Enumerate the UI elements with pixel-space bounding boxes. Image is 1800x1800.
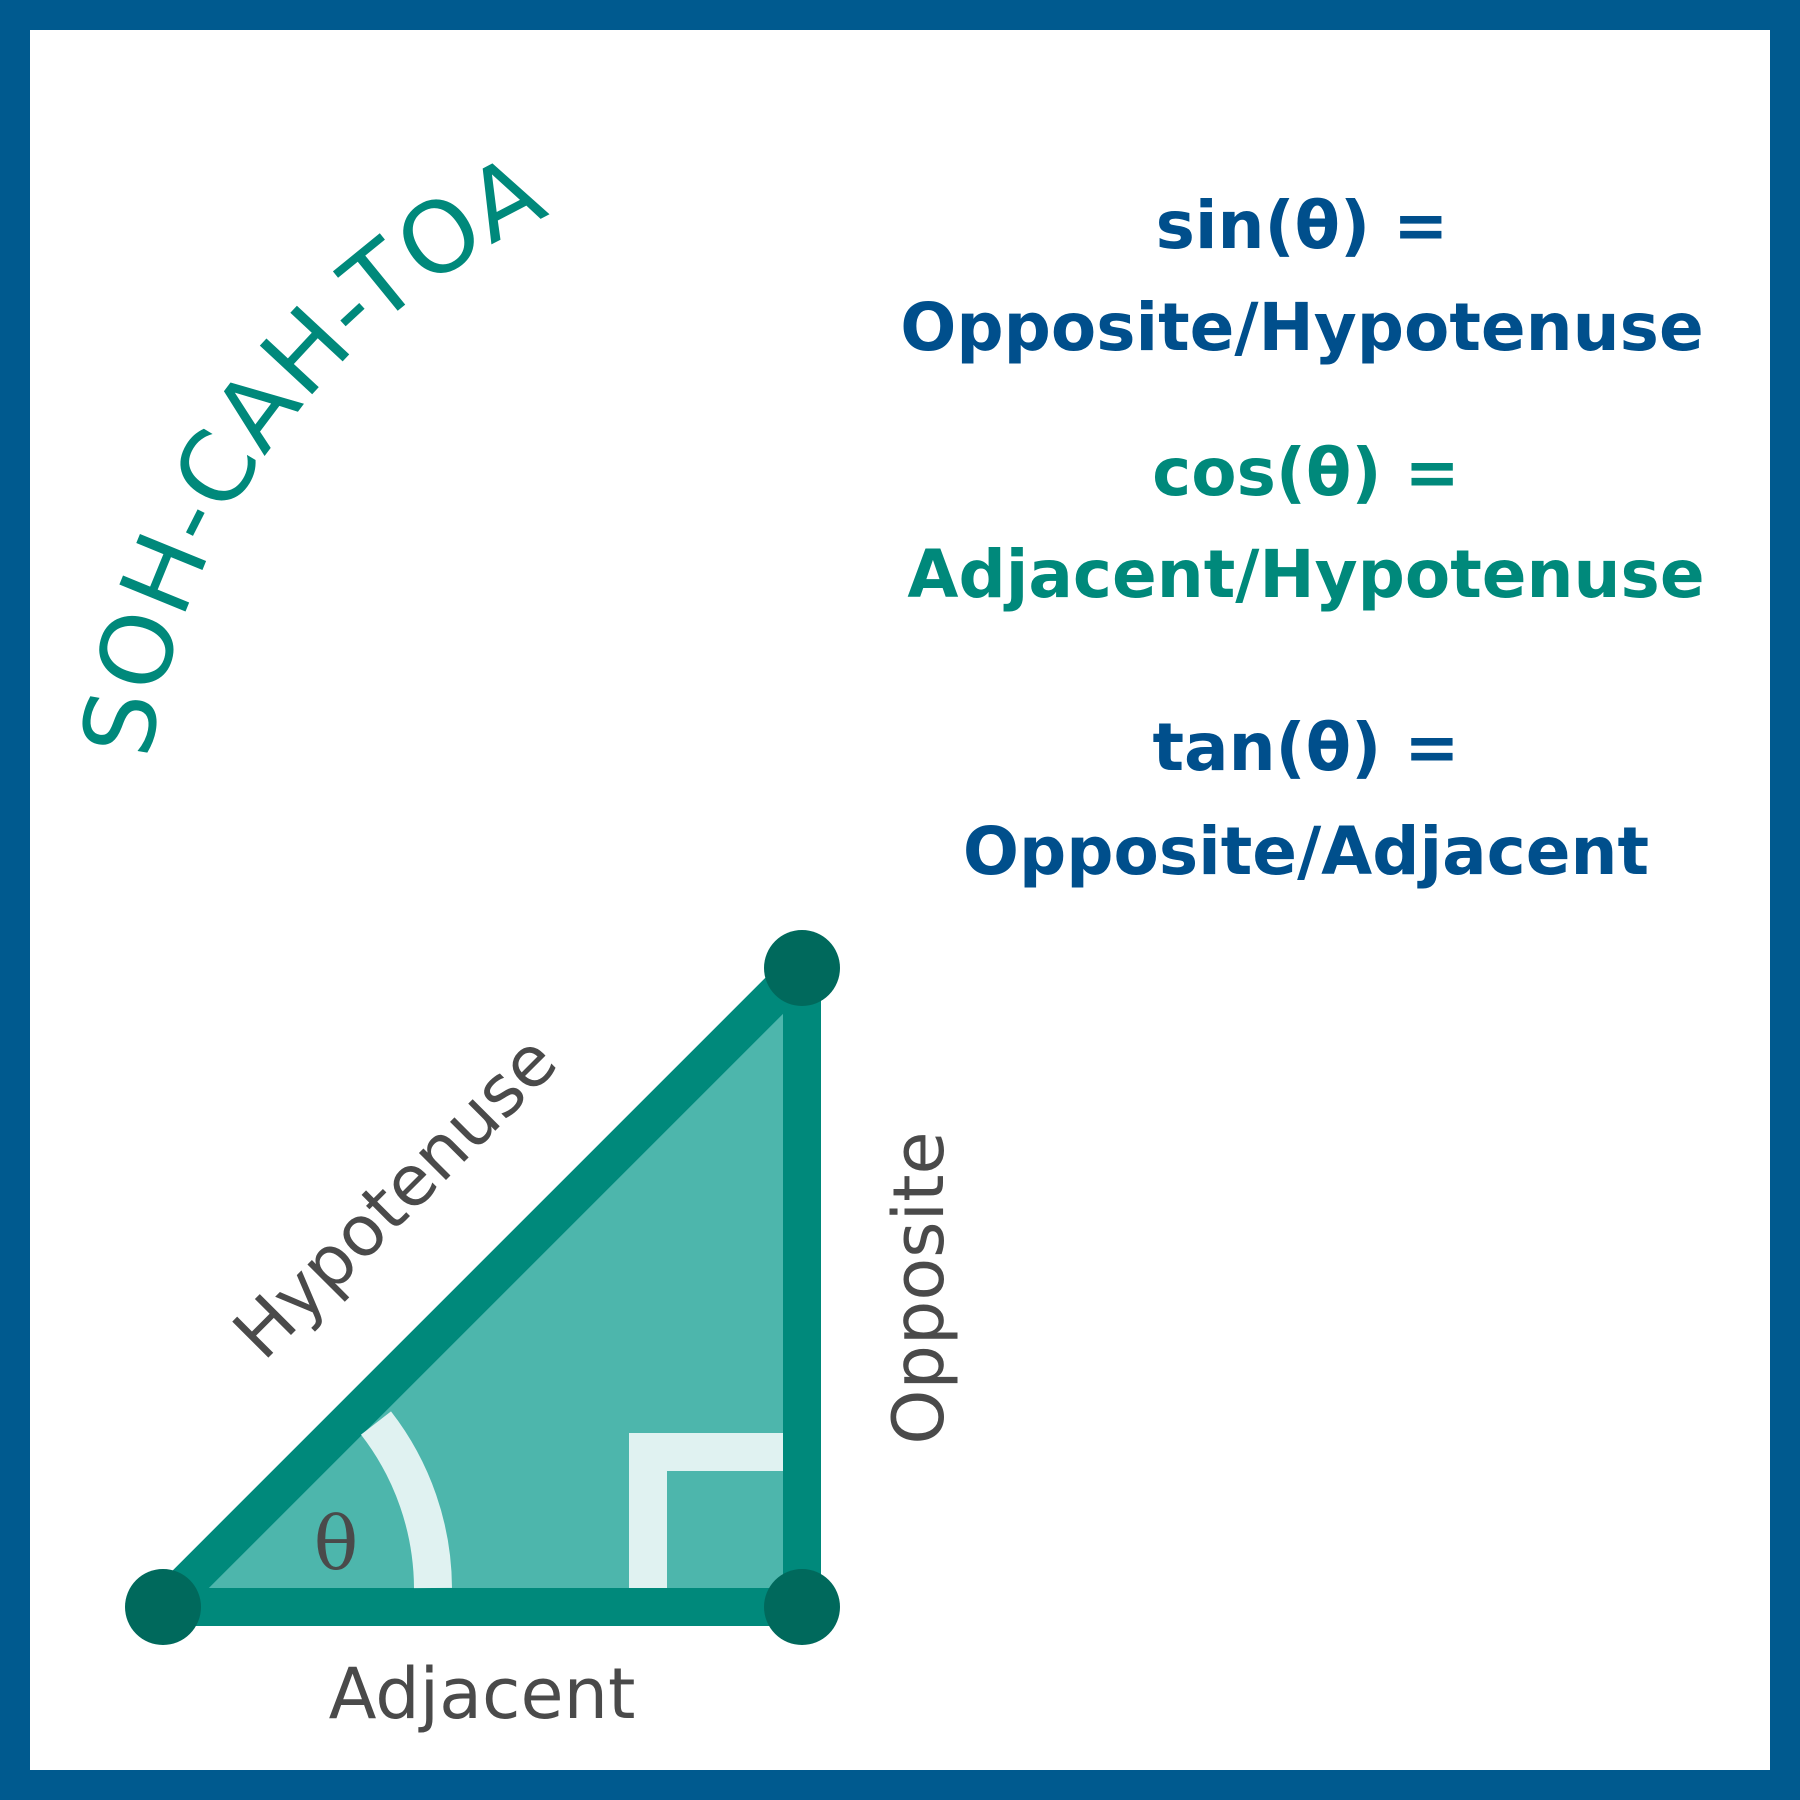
sin-formula-rhs: Opposite/Hypotenuse	[900, 289, 1703, 366]
title-curved: SOH-CAH-TOA	[61, 133, 563, 764]
cos-formula-rhs: Adjacent/Hypotenuse	[907, 536, 1704, 613]
opposite-label: Opposite	[878, 1131, 960, 1444]
right-angle-marker	[629, 1433, 783, 1588]
vertex-top	[764, 930, 840, 1006]
angle-arc-marker	[360, 1411, 452, 1589]
tan-formula-rhs: Opposite/Adjacent	[963, 813, 1649, 890]
cos-formula-lhs: cos(θ) =	[1152, 434, 1460, 511]
vertex-bottom-left	[125, 1569, 201, 1645]
vertex-bottom-right	[764, 1569, 840, 1645]
tan-formula-lhs: tan(θ) =	[1152, 709, 1459, 786]
angle-theta-label: θ	[314, 1501, 359, 1587]
title-text: SOH-CAH-TOA	[61, 133, 561, 764]
adjacent-label: Adjacent	[329, 1653, 636, 1735]
sin-formula-lhs: sin(θ) =	[1156, 187, 1449, 264]
